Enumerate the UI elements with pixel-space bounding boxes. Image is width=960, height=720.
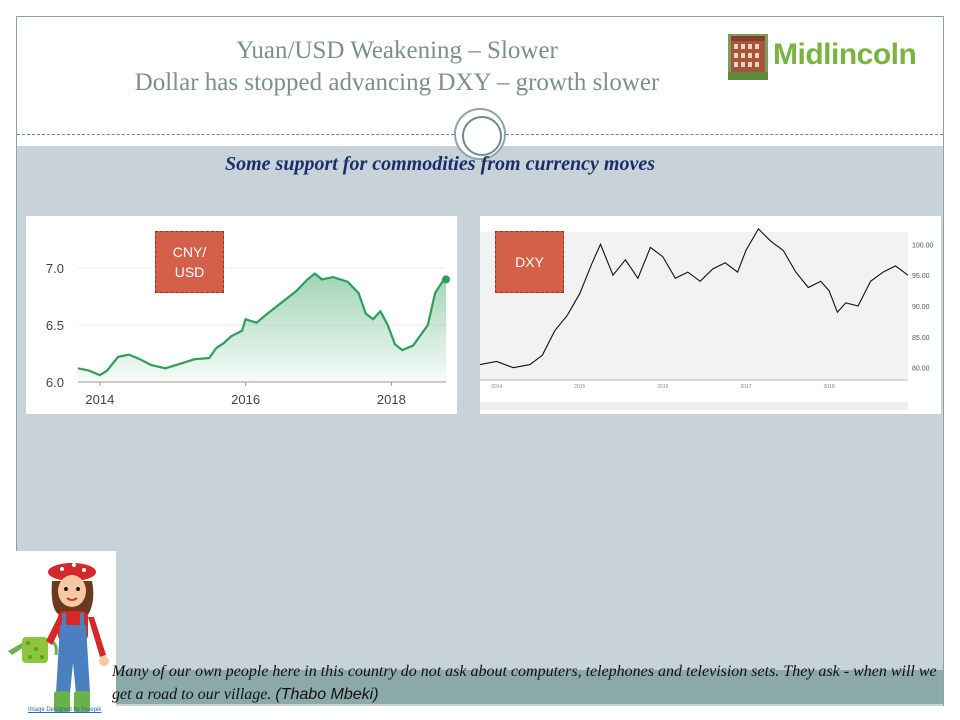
- dxy-y-tick-label: 90.00: [912, 304, 930, 311]
- image-credit-link[interactable]: Image Designed by Freepik: [28, 707, 102, 713]
- dxy-scroll-track: [480, 402, 908, 410]
- logo-text: Midlincoln: [773, 38, 917, 71]
- quote-author: (Thabo Mbeki): [275, 686, 379, 703]
- dxy-y-tick-label: 95.00: [912, 273, 930, 280]
- cny-x-tick-label: 2018: [377, 392, 406, 407]
- cny-x-tick-label: 2016: [231, 392, 260, 407]
- dxy-x-tick-label: 2015: [574, 384, 585, 390]
- footer-band: [17, 670, 943, 704]
- cny-y-tick-label: 6.0: [46, 375, 64, 390]
- cny-last-point: [442, 275, 450, 284]
- dxy-y-tick-label: 80.00: [912, 366, 930, 373]
- cny-x-tick-label: 2014: [85, 392, 114, 407]
- cny-y-tick-label: 7.0: [46, 261, 64, 276]
- dxy-series-line: [480, 228, 909, 369]
- dxy-y-tick-label: 85.00: [912, 335, 930, 342]
- dxy-x-tick-label: 2014: [491, 384, 502, 390]
- cny-usd-chart-svg: 6.0 6.5 7.0 2014 2016 2018: [46, 261, 450, 407]
- dxy-y-tick-label: 100.00: [912, 242, 934, 249]
- cny-series-line: [77, 272, 447, 377]
- quote: Many of our own people here in this coun…: [112, 660, 948, 706]
- farmer-girl-icon: [8, 563, 109, 713]
- circle-ornament: [454, 108, 506, 160]
- dxy-chart-tag: DXY: [495, 231, 564, 293]
- dxy-x-tick-label: 2018: [823, 384, 834, 390]
- title-line-2: Dollar has stopped advancing DXY – growt…: [134, 69, 660, 96]
- company-logo: Midlincoln: [728, 34, 928, 82]
- quote-text: Many of our own people here in this coun…: [112, 663, 937, 703]
- building-icon: [728, 34, 768, 80]
- dxy-x-tick-label: 2017: [740, 384, 751, 390]
- farmer-girl-illustration: [0, 551, 116, 720]
- title-line-1: Yuan/USD Weakening – Slower: [236, 37, 558, 64]
- subtitle: Some support for commodities from curren…: [225, 153, 655, 175]
- cny-usd-chart: 6.0 6.5 7.0 2014 2016 2018: [26, 216, 457, 414]
- cny-y-tick-label: 6.5: [46, 318, 64, 333]
- dxy-x-tick-label: 2016: [657, 384, 668, 390]
- cny-usd-chart-tag: CNY/USD: [155, 231, 224, 293]
- cny-area-fill: [78, 273, 446, 382]
